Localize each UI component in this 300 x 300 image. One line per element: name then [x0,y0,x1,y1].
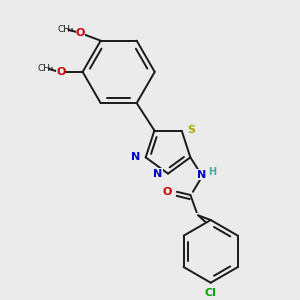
Text: CH₃: CH₃ [37,64,54,73]
Text: CH₃: CH₃ [58,25,74,34]
Text: O: O [162,187,172,197]
Text: H: H [208,167,216,177]
Text: N: N [153,169,162,178]
Text: S: S [188,124,196,134]
Text: O: O [56,67,65,77]
Text: N: N [131,152,140,162]
Text: N: N [197,169,206,180]
Text: Cl: Cl [205,288,217,298]
Text: O: O [76,28,85,38]
